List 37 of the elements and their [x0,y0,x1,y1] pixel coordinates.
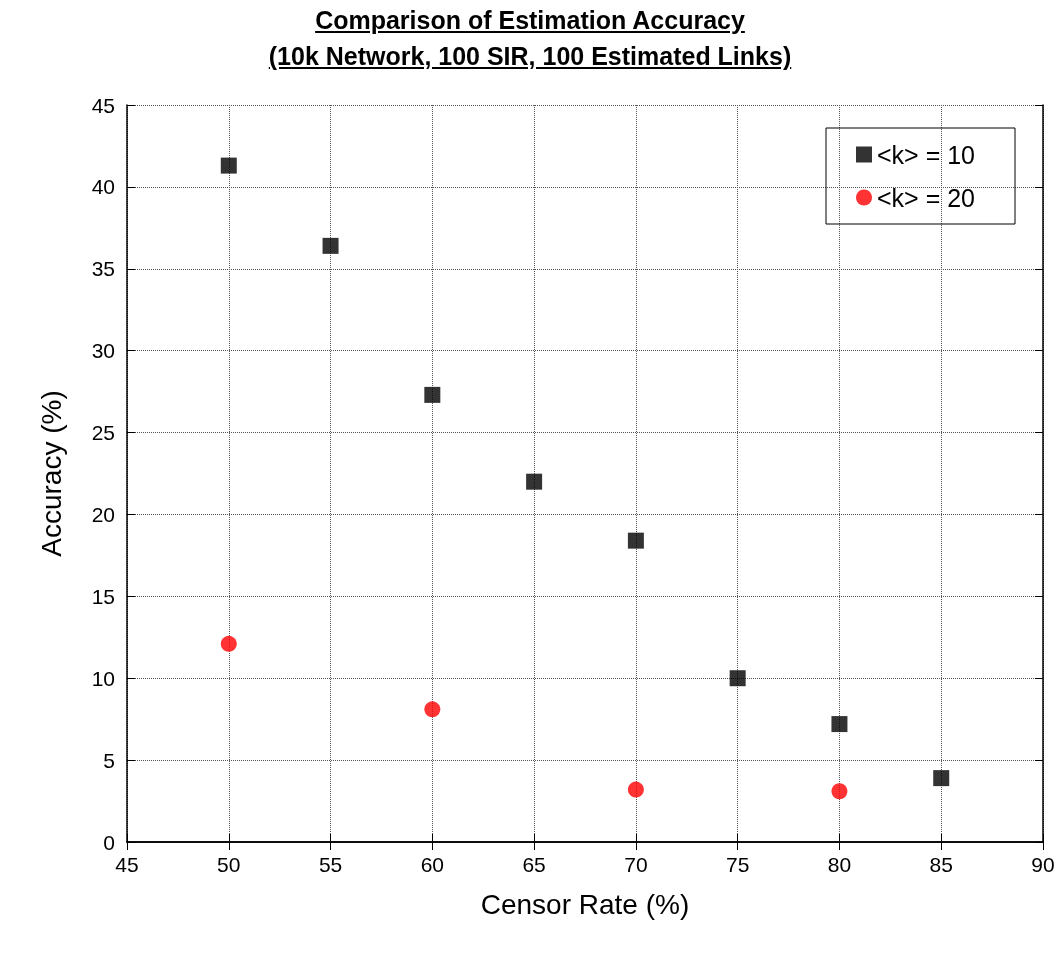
x-axis-title: Censor Rate (%) [480,888,690,920]
x-tick-label: 80 [827,853,852,876]
point [933,770,950,787]
point [220,635,237,652]
point [424,386,441,403]
y-tick-label: 30 [91,339,115,363]
point [627,781,644,798]
x-tick-label: 60 [420,853,445,876]
chart-subtitle: (10k Network, 100 SIR, 100 Estimated Links) [267,41,793,72]
x-tick-label: 55 [318,853,343,876]
legend-label: <k> = 20 [877,183,975,212]
y-tick-label: 15 [91,584,115,608]
y-tick-label: 40 [91,175,115,199]
y-tick-label: 20 [91,502,115,526]
point [322,237,339,254]
x-tick-label: 85 [929,853,953,876]
y-tick-label: 45 [91,93,115,117]
point [424,701,441,718]
y-tick-label: 35 [91,257,115,281]
x-tick-label: 90 [1031,853,1055,876]
y-axis-title: Accuracy (%) [35,390,67,557]
x-tick-label: 70 [624,853,648,876]
y-tick-label: 10 [91,666,115,690]
chart-title: Comparison of Estimation Accuracy [314,5,746,36]
y-tick-label: 5 [103,748,115,772]
point [220,157,237,174]
point [627,532,644,549]
point [831,716,848,733]
x-tick-label: 75 [725,853,750,876]
point [526,473,543,490]
y-tick-label: 25 [91,421,115,445]
point [831,783,848,800]
point [729,670,746,687]
legend-label: <k> = 10 [877,140,975,169]
x-tick-label: 50 [217,853,241,876]
y-tick-label: 0 [103,830,115,854]
x-tick-label: 65 [522,853,546,876]
